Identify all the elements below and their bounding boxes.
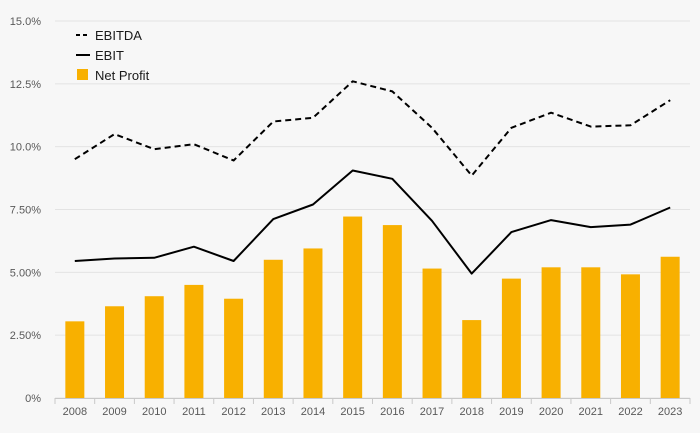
bar bbox=[422, 268, 442, 398]
legend-label: EBIT bbox=[95, 48, 124, 63]
x-tick-label: 2008 bbox=[63, 406, 87, 418]
series-line-ebit bbox=[74, 169, 671, 275]
y-tick-label: 0% bbox=[25, 393, 41, 405]
bar bbox=[343, 216, 363, 398]
series-line-ebitda bbox=[74, 80, 671, 177]
bar bbox=[65, 321, 85, 398]
legend: EBITDA EBIT Net Profit bbox=[76, 28, 150, 83]
x-tick-label: 2022 bbox=[618, 406, 642, 418]
bar-series-net-profit bbox=[65, 216, 680, 398]
line-series bbox=[74, 80, 671, 275]
x-tick-label: 2017 bbox=[420, 406, 444, 418]
bar bbox=[105, 306, 125, 398]
bar bbox=[541, 267, 561, 398]
y-tick-label: 7.50% bbox=[10, 205, 41, 217]
bar bbox=[581, 267, 601, 398]
bar bbox=[501, 278, 521, 398]
bar bbox=[184, 284, 204, 398]
bar bbox=[224, 298, 244, 398]
x-tick-label: 2010 bbox=[142, 406, 166, 418]
y-tick-label: 10.0% bbox=[10, 142, 41, 154]
legend-label: EBITDA bbox=[95, 28, 142, 43]
bar bbox=[263, 259, 283, 398]
legend-label: Net Profit bbox=[95, 68, 150, 83]
x-tick-label: 2023 bbox=[658, 406, 682, 418]
x-tick-label: 2011 bbox=[182, 406, 206, 418]
bar bbox=[660, 256, 680, 398]
bar bbox=[620, 274, 640, 398]
y-tick-label: 2.50% bbox=[10, 330, 41, 342]
y-tick-label: 5.00% bbox=[10, 267, 41, 279]
x-tick-label: 2014 bbox=[301, 406, 325, 418]
x-tick-label: 2013 bbox=[261, 406, 285, 418]
x-tick-label: 2018 bbox=[459, 406, 483, 418]
y-tick-label: 12.5% bbox=[10, 79, 41, 91]
x-tick-label: 2020 bbox=[539, 406, 563, 418]
bar bbox=[144, 296, 164, 398]
y-tick-label: 15.0% bbox=[10, 16, 41, 28]
bar bbox=[462, 320, 482, 398]
x-tick-label: 2019 bbox=[499, 406, 523, 418]
x-tick-label: 2009 bbox=[102, 406, 126, 418]
legend-key-net-profit bbox=[77, 69, 88, 80]
bar bbox=[382, 225, 402, 398]
x-tick-label: 2015 bbox=[340, 406, 364, 418]
bar bbox=[303, 248, 323, 398]
x-tick-label: 2021 bbox=[579, 406, 603, 418]
x-tick-label: 2016 bbox=[380, 406, 404, 418]
axes: 0% 2.50% 5.00% 7.50% 10.0% 12.5% 15.0% 2008 2009… bbox=[10, 16, 691, 418]
x-tick-label: 2012 bbox=[221, 406, 245, 418]
